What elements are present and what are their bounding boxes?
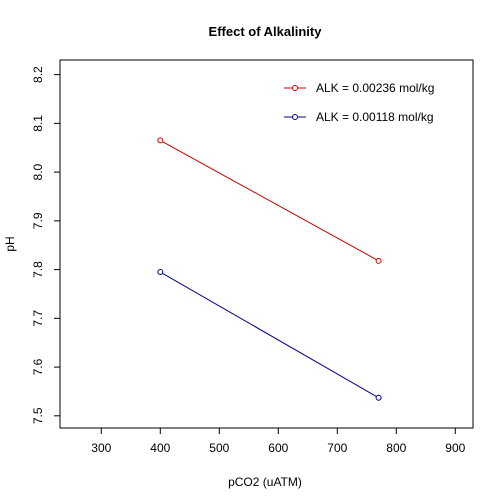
- y-axis: 7.5 7.6 7.7 7.8 7.9 8.0 8.1 8.2: [31, 66, 60, 424]
- x-tick-label: 500: [209, 441, 229, 455]
- x-axis: 300 400 500 600 700 800 900: [91, 428, 466, 455]
- series-2-point: [375, 394, 382, 401]
- series-1-point: [157, 137, 164, 144]
- x-tick-label: 700: [327, 441, 347, 455]
- legend-marker: [292, 85, 298, 91]
- series-line-2: [160, 271, 379, 399]
- y-tick-label: 8.0: [31, 163, 45, 180]
- legend-label: ALK = 0.00236 mol/kg: [316, 81, 434, 95]
- x-tick-label: 600: [268, 441, 288, 455]
- x-tick-label: 300: [91, 441, 111, 455]
- series-line-1: [160, 139, 379, 262]
- y-tick-label: 7.6: [31, 358, 45, 375]
- y-axis-label: pH: [3, 236, 17, 251]
- plot-frame: [59, 59, 474, 429]
- chart-title: Effect of Alkalinity: [209, 24, 323, 39]
- x-axis-label: pCO2 (uATM): [228, 475, 302, 489]
- x-tick-label: 900: [445, 441, 465, 455]
- y-tick-label: 8.1: [31, 115, 45, 132]
- y-tick-label: 7.7: [31, 310, 45, 327]
- series-2-point: [157, 269, 164, 276]
- y-tick-label: 7.9: [31, 212, 45, 229]
- legend: ALK = 0.00236 mol/kg ALK = 0.00118 mol/kg: [284, 81, 434, 124]
- x-tick-label: 800: [386, 441, 406, 455]
- y-tick-label: 8.2: [31, 66, 45, 83]
- y-tick-label: 7.8: [31, 261, 45, 278]
- legend-marker: [292, 114, 298, 120]
- series-layer: [157, 137, 382, 401]
- x-tick-label: 400: [150, 441, 170, 455]
- y-tick-label: 7.5: [31, 407, 45, 424]
- legend-label: ALK = 0.00118 mol/kg: [316, 110, 434, 124]
- series-1-point: [375, 257, 382, 264]
